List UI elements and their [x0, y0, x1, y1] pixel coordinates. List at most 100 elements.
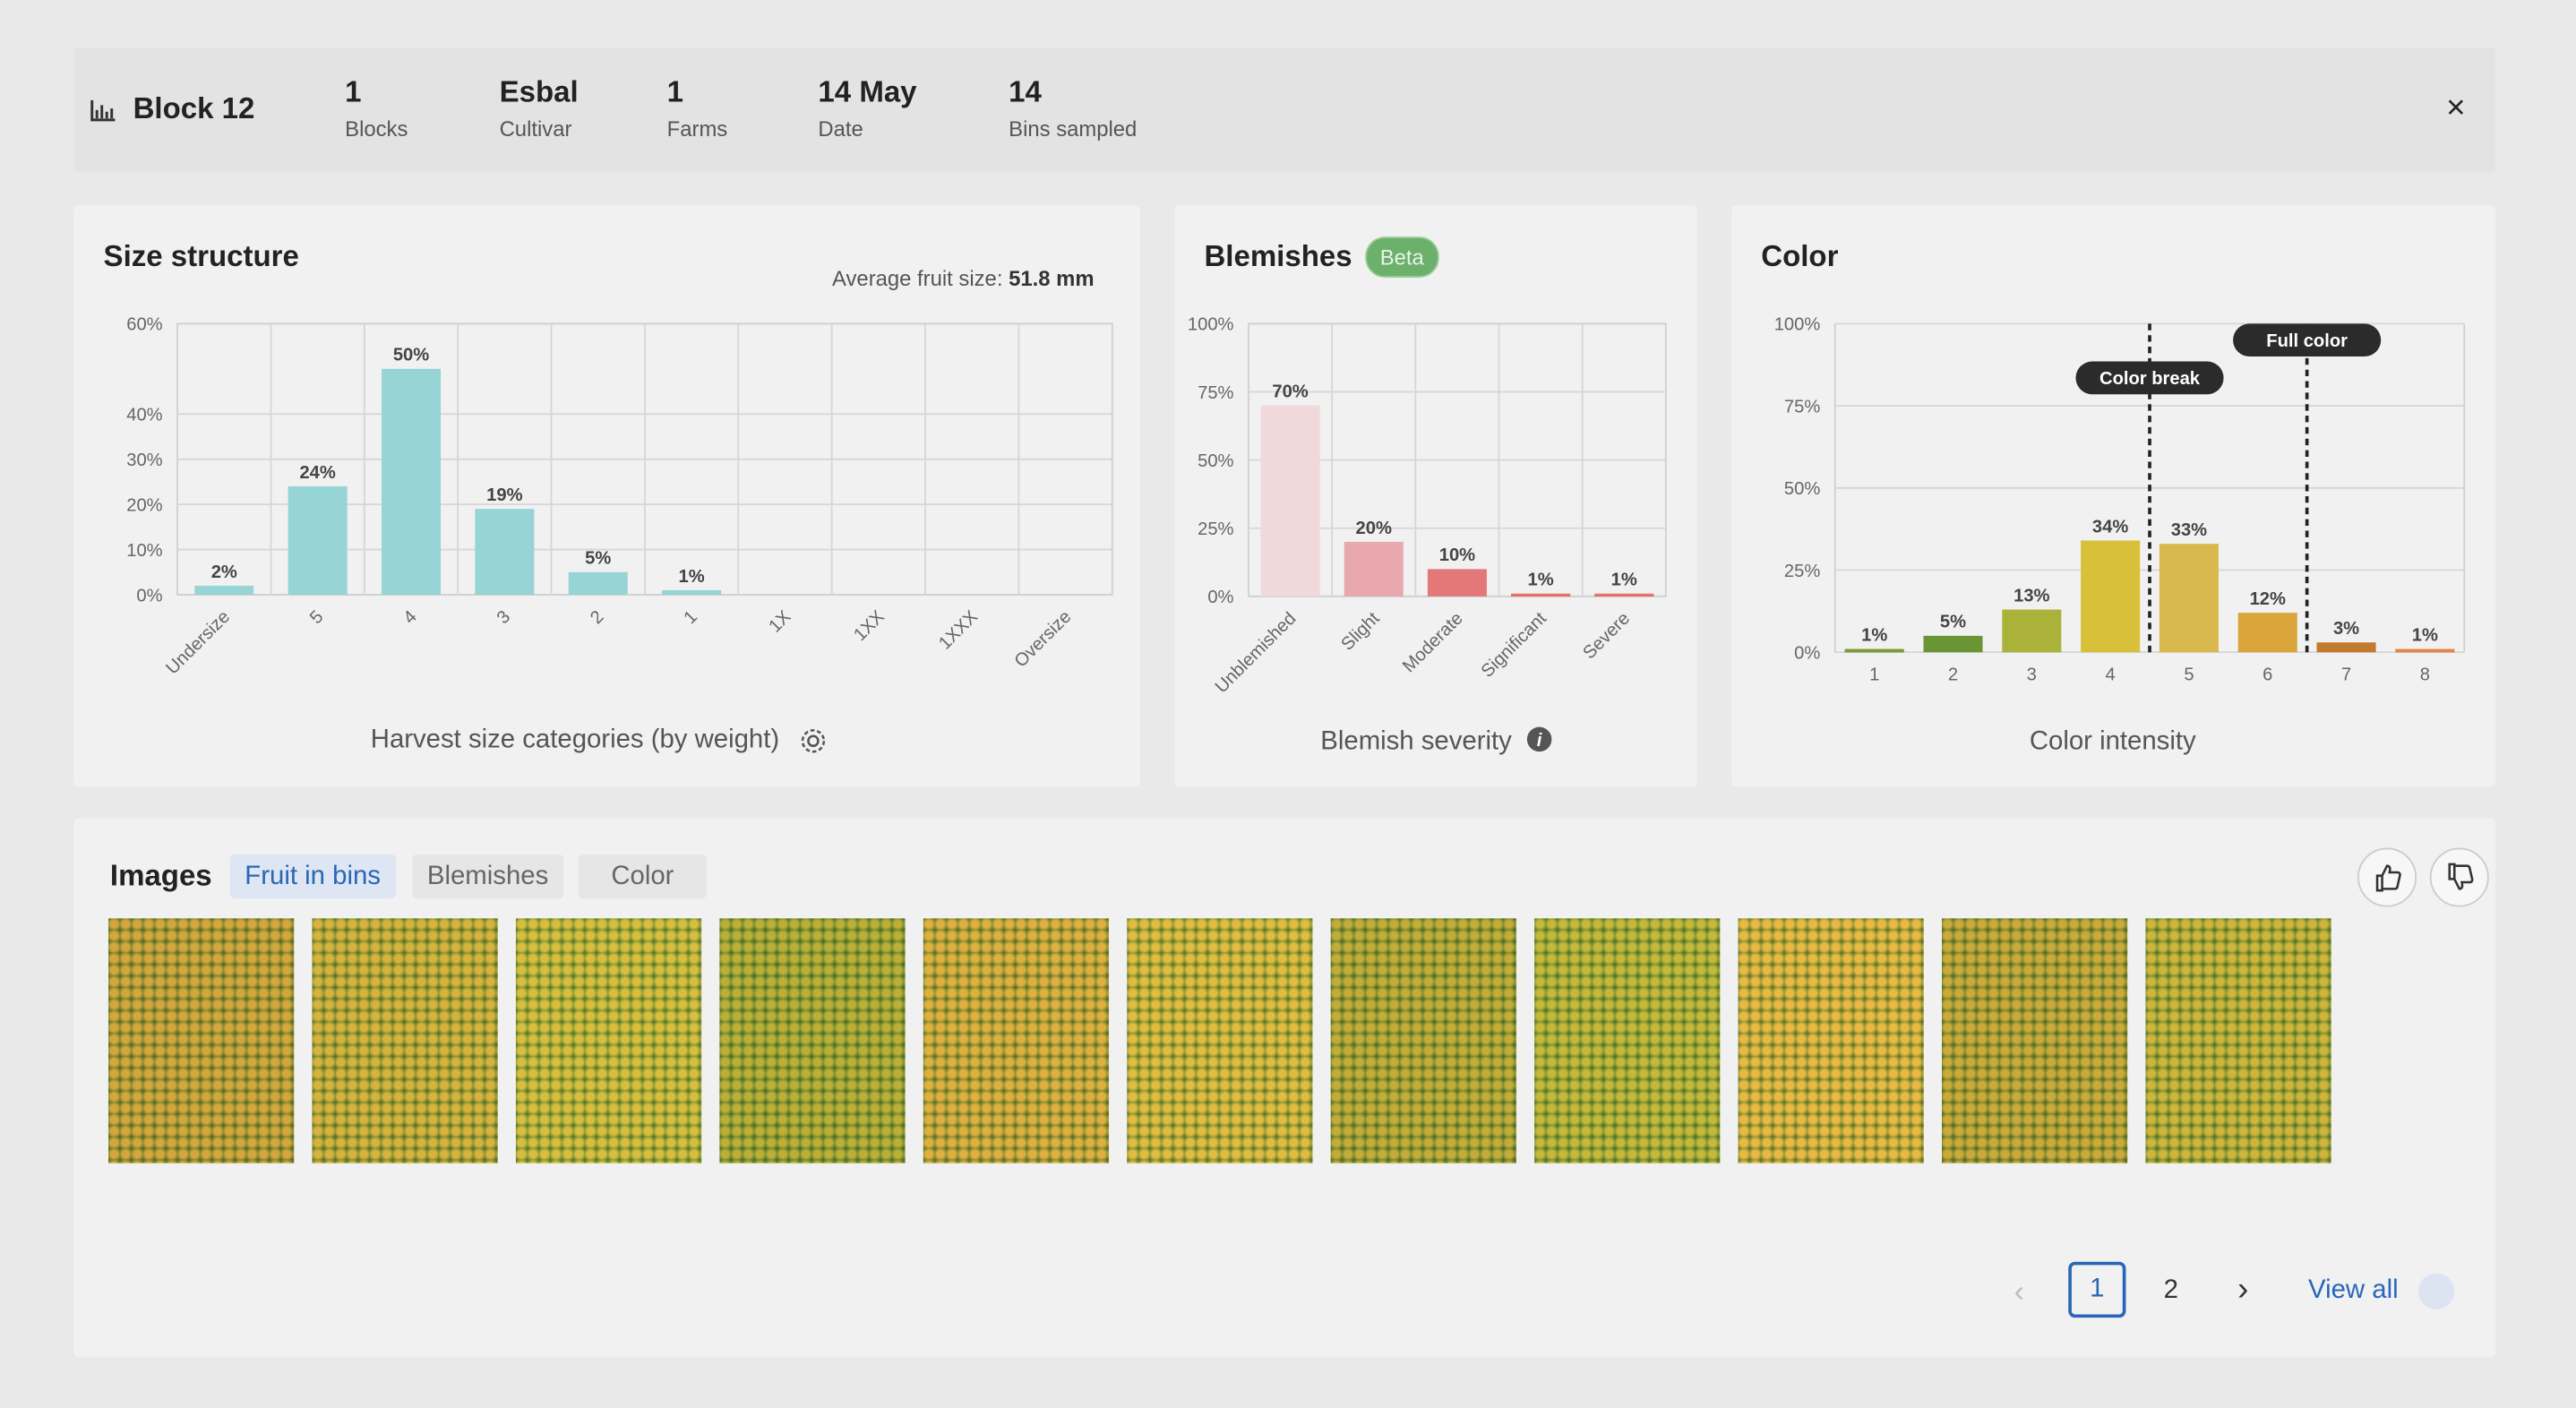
image-thumbnail[interactable] [108, 918, 295, 1163]
x-tick-label: 7 [2341, 665, 2351, 684]
image-thumbnail[interactable] [515, 918, 702, 1163]
annotation-pill [2233, 323, 2382, 357]
y-tick-label: 25% [1784, 562, 1820, 581]
thumbs-down[interactable] [2429, 847, 2489, 907]
stat: Esbal Cultivar [500, 75, 579, 141]
page-button[interactable]: 1 [2068, 1261, 2126, 1318]
stat-label: Cultivar [499, 116, 572, 142]
image-thumbnail[interactable] [2145, 918, 2331, 1163]
bar [1923, 635, 1983, 653]
prev-page[interactable]: ‹ [2014, 1275, 2024, 1309]
average-value: 51.8 mm [1009, 266, 1095, 291]
x-tick-label: Unblemished [1212, 609, 1301, 698]
y-tick-label: 25% [1198, 519, 1233, 539]
stat-label: Farms [666, 116, 728, 142]
y-tick-label: 100% [1774, 315, 1821, 335]
image-thumbnail[interactable] [312, 918, 498, 1163]
average-size: Average fruit size: 51.8 mm [832, 266, 1095, 291]
bar [475, 509, 535, 596]
y-tick-label: 10% [126, 541, 162, 561]
bar [381, 368, 442, 596]
view-all-icon [2417, 1273, 2455, 1309]
tab[interactable]: Blemishes [412, 854, 563, 899]
chart-icon [90, 99, 116, 122]
y-tick-label: 30% [126, 451, 162, 470]
x-tick-label: 5 [306, 607, 327, 628]
close-button[interactable]: × [2446, 90, 2466, 127]
tab[interactable]: Fruit in bins [229, 854, 396, 899]
value-label: 2% [211, 562, 237, 582]
tab[interactable]: Color [578, 854, 708, 899]
x-tick-label: Significant [1478, 608, 1551, 682]
value-label: 1% [1528, 571, 1554, 590]
x-tick-label: Undersize [162, 607, 234, 679]
x-tick-label: 3 [2027, 665, 2037, 684]
panel-title: Blemishes [1204, 239, 1352, 273]
bar [2081, 540, 2141, 653]
value-label: 1% [2412, 625, 2438, 645]
value-label: 3% [2333, 619, 2359, 639]
value-label: 1% [679, 567, 705, 587]
image-thumbnail[interactable] [1534, 918, 1721, 1163]
panel-title: Size structure [103, 239, 299, 273]
x-tick-label: Severe [1579, 609, 1634, 664]
annotation-label: Full color [2266, 331, 2348, 351]
x-tick-label: Oversize [1011, 607, 1076, 672]
y-tick-label: 0% [136, 586, 162, 605]
bar [2316, 642, 2376, 653]
image-thumbnail[interactable] [1330, 918, 1516, 1163]
stat: 1 Farms [667, 75, 728, 141]
image-thumbnail[interactable] [1738, 918, 1924, 1163]
x-tick-label: 1XX [850, 606, 889, 645]
image-thumbnail[interactable] [1127, 918, 1313, 1163]
stat-label: Blocks [345, 116, 408, 142]
bar [288, 485, 348, 596]
value-label: 1% [1861, 625, 1887, 645]
y-tick-label: 100% [1188, 315, 1234, 335]
stat-label: Bins sampled [1009, 116, 1138, 142]
stat-value: 1 [666, 75, 684, 109]
y-tick-label: 75% [1784, 397, 1820, 416]
x-tick-label: 2 [587, 607, 607, 628]
color-panel: Color [1731, 205, 2496, 787]
image-thumbnail[interactable] [1942, 918, 2128, 1163]
bar [2237, 613, 2297, 653]
y-tick-label: 40% [126, 406, 162, 425]
y-tick-label: 20% [126, 495, 162, 515]
value-label: 24% [299, 463, 335, 483]
image-thumbnail[interactable] [923, 918, 1110, 1163]
value-label: 1% [1611, 571, 1637, 590]
page-button[interactable]: 2 [2163, 1276, 2178, 1305]
stat-value: Esbal [499, 75, 579, 109]
stat-label: Date [818, 116, 863, 142]
header-bar: Block 12 1 Blocks Esbal Cultivar 1 Farms 14 Ma… [73, 47, 2496, 173]
image-thumbnail[interactable] [719, 918, 906, 1163]
view-all[interactable]: View all [2308, 1276, 2399, 1305]
value-label: 10% [1439, 545, 1475, 565]
stat-value: 14 [1009, 75, 1042, 109]
value-label: 13% [2014, 586, 2049, 605]
svg-text:i: i [1537, 731, 1542, 751]
stat-value: 1 [345, 75, 362, 109]
images-title: Images [109, 859, 212, 893]
info-icon[interactable]: i [1526, 726, 1552, 752]
x-tick-label: Moderate [1399, 609, 1467, 677]
bar [568, 571, 628, 596]
x-tick-label: 1 [680, 607, 700, 628]
size-panel: Size structure Average fruit size: 51.8 … [73, 205, 1140, 787]
x-axis-label: Harvest size categories (by weight) [371, 725, 779, 754]
stat: 14 Bins sampled [1009, 75, 1137, 141]
panel-title: Color [1761, 239, 1839, 273]
value-label: 12% [2250, 589, 2286, 609]
x-tick-label: 2 [1948, 665, 1958, 684]
x-tick-label: Slight [1337, 608, 1383, 654]
thumbs-up[interactable] [2357, 847, 2417, 907]
x-tick-label: 3 [494, 607, 514, 628]
annotation-pill [2075, 361, 2224, 395]
next-page[interactable]: › [2237, 1271, 2249, 1309]
y-tick-label: 60% [126, 315, 162, 335]
settings-icon[interactable] [798, 726, 828, 756]
x-tick-label: 4 [2106, 665, 2116, 684]
